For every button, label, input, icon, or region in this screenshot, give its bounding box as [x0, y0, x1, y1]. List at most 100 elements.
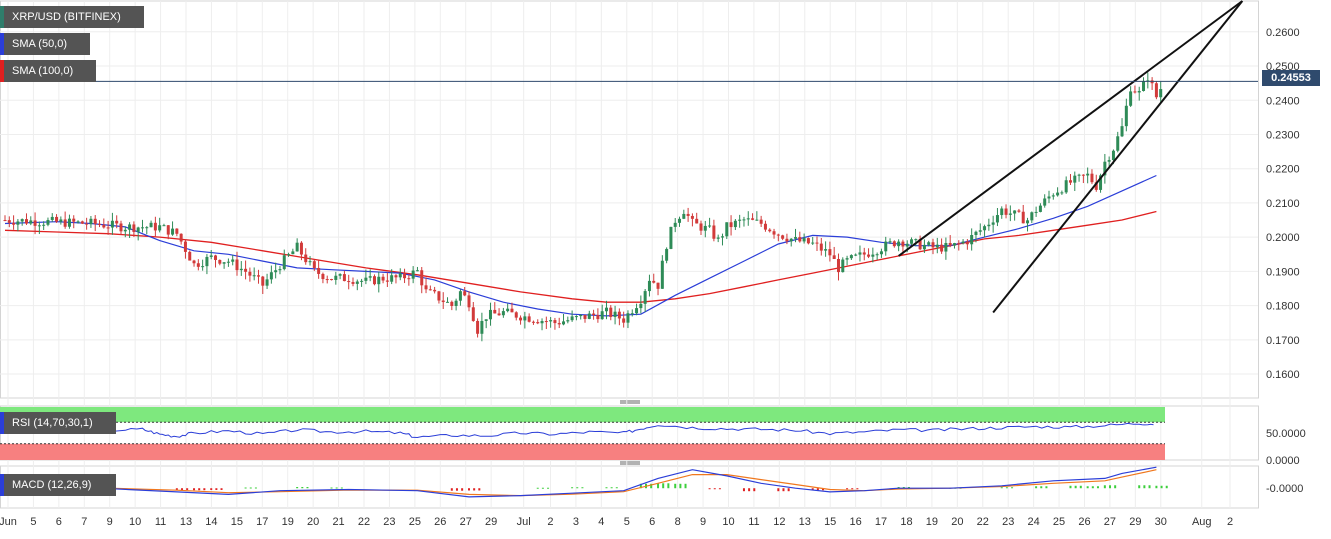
candle-body: [153, 222, 157, 231]
x-tick-label: 21: [332, 516, 344, 528]
macd-histogram-bar: [718, 488, 721, 490]
price-panel-frame: [0, 0, 1259, 399]
candle-body: [33, 220, 37, 226]
candle-body: [50, 216, 54, 220]
symbol-tag[interactable]: XRP/USD (BITFINEX): [0, 6, 144, 28]
candle-body: [1090, 173, 1094, 183]
x-tick-label: 11: [748, 516, 759, 528]
sma100-tag[interactable]: SMA (100,0): [0, 60, 96, 82]
candle-body: [845, 258, 849, 260]
candle-body: [235, 259, 239, 271]
candle-body: [703, 225, 707, 231]
candle-body: [574, 316, 578, 318]
candle-body: [1077, 174, 1081, 176]
candle-body: [785, 238, 789, 242]
macd-histogram-bar: [296, 487, 299, 489]
x-tick-label: 2: [1227, 516, 1233, 528]
symbol-color-bar: [0, 6, 4, 28]
candle-body: [888, 241, 892, 243]
candle-body: [579, 314, 583, 317]
candle-body: [712, 225, 716, 239]
candle-body: [424, 285, 428, 290]
candle-body: [1133, 91, 1137, 93]
macd-histogram-bar: [1096, 486, 1099, 489]
candle-body: [1142, 80, 1146, 91]
x-tick-label: 29: [485, 516, 497, 528]
candle-body: [351, 282, 355, 284]
candle-body: [1137, 90, 1141, 93]
macd-histogram-bar: [822, 488, 825, 491]
candle-body: [377, 276, 381, 285]
candle-body: [128, 224, 132, 230]
candle-body: [269, 272, 273, 280]
candle-body: [244, 268, 248, 272]
candle-body: [536, 322, 540, 324]
candle-body: [291, 251, 295, 255]
x-tick-label: 27: [460, 516, 472, 528]
sma100-line: [4, 210, 1157, 303]
x-tick-label: 9: [700, 516, 706, 528]
candle-body: [446, 301, 450, 303]
candle-body: [437, 291, 441, 301]
candle-body: [3, 220, 7, 222]
macd-histogram-bar: [1155, 485, 1158, 489]
x-tick-label: 25: [1053, 516, 1065, 528]
x-tick-label: 9: [107, 516, 113, 528]
candle-body: [368, 276, 372, 278]
sma50-tag[interactable]: SMA (50,0): [0, 33, 90, 55]
candle-body: [824, 249, 828, 251]
candle-body: [682, 213, 686, 219]
candle-body: [828, 249, 832, 256]
candle-body: [110, 220, 114, 228]
x-tick-label: Jun: [0, 516, 17, 528]
candle-body: [600, 311, 604, 320]
candle-body: [501, 311, 505, 316]
candle-body: [1107, 160, 1111, 162]
rsi-overbought-zone: [0, 407, 1165, 423]
macd-color-bar: [0, 474, 4, 496]
macd-histogram-bar: [1079, 485, 1082, 489]
macd-histogram-bar: [639, 483, 642, 489]
candle-body: [1047, 196, 1051, 199]
candle-body: [553, 320, 557, 324]
x-tick-label: 4: [598, 516, 604, 528]
candle-body: [179, 233, 183, 242]
candle-body: [914, 239, 918, 241]
candle-body: [102, 224, 106, 228]
macd-histogram-bar: [662, 483, 665, 489]
macd-tag[interactable]: MACD (12,26,9): [0, 474, 116, 496]
x-tick-label: 12: [773, 516, 785, 528]
candle-body: [261, 276, 265, 286]
x-tick-label: 5: [624, 516, 630, 528]
candle-body: [841, 259, 845, 273]
candle-body: [514, 312, 518, 318]
macd-histogram-bar: [1114, 485, 1117, 489]
x-tick-label: 15: [231, 516, 243, 528]
candle-body: [450, 301, 454, 306]
y-tick-label: 0.1700: [1266, 335, 1300, 347]
macd-histogram-bar: [450, 488, 453, 491]
rsi-tag[interactable]: RSI (14,70,30,1): [0, 412, 116, 434]
x-tick-label: 29: [1129, 516, 1141, 528]
candle-body: [742, 219, 746, 221]
sma50-label: SMA (50,0): [12, 38, 68, 50]
candle-body: [98, 223, 102, 225]
candle-body: [647, 280, 651, 292]
candle-body: [604, 307, 608, 312]
candle-body: [7, 220, 11, 223]
candle-body: [1056, 192, 1060, 196]
x-tick-label: 11: [155, 516, 166, 528]
candle-body: [1086, 173, 1090, 176]
candle-body: [205, 256, 209, 267]
candle-body: [802, 238, 806, 242]
macd-histogram-bar: [335, 487, 338, 489]
candle-body: [905, 243, 909, 247]
macd-histogram-bar: [536, 487, 539, 489]
candle-body: [334, 275, 338, 280]
candle-body: [755, 219, 759, 221]
x-tick-label: 13: [180, 516, 192, 528]
candle-body: [287, 254, 291, 256]
macd-histogram-bar: [684, 483, 687, 489]
candle-body: [626, 313, 630, 323]
candle-body: [136, 227, 140, 232]
